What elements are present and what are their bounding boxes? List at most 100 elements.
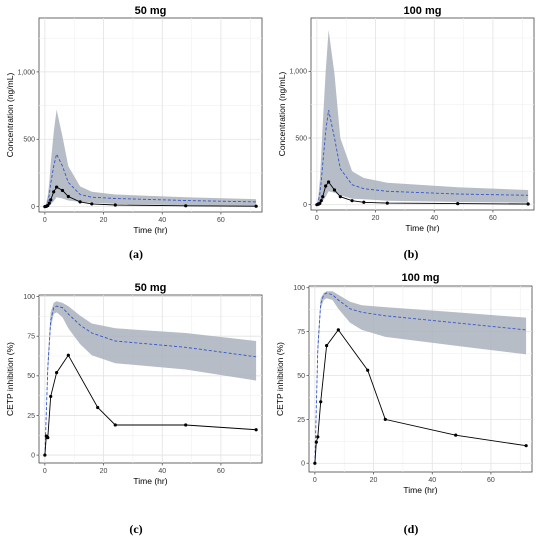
predicted-median-line <box>314 292 527 464</box>
panel-caption: (c) <box>129 522 142 536</box>
observed-point <box>254 204 258 208</box>
y-tick-label: 75 <box>27 334 35 341</box>
panel-caption: (a) <box>129 247 143 261</box>
y-tick-label: 500 <box>295 135 307 142</box>
panel-title: 50 mg <box>135 5 167 17</box>
y-tick-label: 0 <box>31 204 35 211</box>
observed-point <box>316 435 320 439</box>
y-axis-title: CETP inhibition (%) <box>275 342 285 416</box>
x-tick-label: 60 <box>489 215 497 222</box>
observed-point <box>324 184 328 188</box>
panel-caption: (d) <box>404 522 419 536</box>
observed-point <box>336 328 340 332</box>
x-tick-label: 20 <box>370 477 378 484</box>
observed-point <box>49 394 53 399</box>
x-tick-label: 0 <box>315 215 319 222</box>
x-tick-label: 40 <box>430 215 438 222</box>
predicted-median-line <box>316 109 529 205</box>
y-tick-label: 75 <box>297 329 305 336</box>
observed-point <box>332 188 337 192</box>
observed-point <box>313 461 317 465</box>
observed-point <box>113 423 117 427</box>
observed-point <box>43 453 47 457</box>
chart-panel-3: 0 20 40 60 0 25 50 75 100 50 mg Time (hr) CETP inhi… <box>5 282 263 536</box>
y-axis-title: Concentration (ng/mL) <box>277 72 287 157</box>
observed-point <box>318 201 322 205</box>
observed-point <box>319 400 323 404</box>
observed-point <box>96 405 100 410</box>
observed-point <box>52 190 56 194</box>
y-axis-title: Concentration (ng/mL) <box>5 73 15 158</box>
prediction-interval-band <box>314 291 527 464</box>
observed-point <box>526 202 530 206</box>
observed-point <box>60 188 65 193</box>
observed-point <box>78 200 82 204</box>
observed-point <box>454 433 458 437</box>
x-tick-label: 0 <box>43 468 47 475</box>
observed-point <box>321 195 325 199</box>
x-axis-title: Time (hr) <box>405 223 439 233</box>
x-tick-label: 20 <box>100 468 108 475</box>
panel-title: 50 mg <box>135 282 167 294</box>
observed-point <box>350 199 354 203</box>
observed-line <box>314 329 527 464</box>
y-tick-label: 1,000 <box>17 69 35 76</box>
x-tick-label: 0 <box>43 217 47 224</box>
observed-point <box>184 204 188 208</box>
observed-point <box>47 201 51 205</box>
panel-caption: (b) <box>404 247 419 261</box>
y-tick-label: 100 <box>293 285 305 292</box>
x-tick-label: 20 <box>100 217 108 224</box>
y-tick-label: 50 <box>27 373 35 380</box>
observed-point <box>46 203 50 208</box>
panel-title: 100 mg <box>404 5 442 17</box>
x-tick-label: 40 <box>158 468 166 475</box>
observed-point <box>254 428 258 432</box>
prediction-interval-band <box>44 301 257 456</box>
observed-point <box>456 202 460 206</box>
predicted-median-line <box>44 152 257 207</box>
x-tick-label: 20 <box>372 215 380 222</box>
observed-point <box>49 198 53 202</box>
observed-point <box>319 199 323 203</box>
x-tick-label: 60 <box>217 468 225 475</box>
prediction-interval-band <box>316 30 529 205</box>
observed-point <box>55 185 59 189</box>
observed-point <box>55 371 59 375</box>
y-tick-label: 1,000 <box>289 69 307 76</box>
observed-point <box>46 436 50 440</box>
chart-panel-4: 0 20 40 60 0 25 50 75 100 100 mg Time (hr) CETP inh… <box>275 272 533 536</box>
y-tick-label: 25 <box>27 413 35 420</box>
x-axis-title: Time (hr) <box>133 225 167 235</box>
y-tick-label: 25 <box>297 417 305 424</box>
chart-panel-1: 0 20 40 60 0 500 1,000 50 mg Time (hr) Concentrat… <box>5 5 263 261</box>
observed-point <box>362 200 366 204</box>
panel-title: 100 mg <box>402 272 440 284</box>
observed-point <box>66 353 70 357</box>
x-tick-label: 40 <box>158 217 166 224</box>
predicted-median-line <box>44 305 257 456</box>
x-tick-label: 60 <box>217 217 225 224</box>
observed-point <box>338 195 342 199</box>
observed-point <box>66 194 70 199</box>
observed-point <box>314 440 318 444</box>
y-tick-label: 50 <box>297 373 305 380</box>
observed-point <box>113 203 117 207</box>
observed-point <box>184 423 188 427</box>
x-tick-label: 40 <box>428 477 436 484</box>
x-tick-label: 0 <box>313 477 317 484</box>
chart-panel-2: 0 20 40 60 0 500 1,000 100 mg Time (hr) Concentra… <box>277 5 535 261</box>
observed-point <box>90 202 94 206</box>
y-tick-label: 500 <box>23 137 35 144</box>
x-tick-label: 60 <box>487 477 495 484</box>
observed-point <box>385 201 389 205</box>
y-tick-label: 0 <box>303 202 307 209</box>
observed-point <box>327 180 331 184</box>
y-tick-label: 0 <box>31 452 35 459</box>
observed-point <box>366 368 370 372</box>
prediction-interval-band <box>44 109 257 207</box>
x-axis-title: Time (hr) <box>403 485 437 495</box>
observed-point <box>383 417 387 421</box>
y-tick-label: 0 <box>301 461 305 468</box>
